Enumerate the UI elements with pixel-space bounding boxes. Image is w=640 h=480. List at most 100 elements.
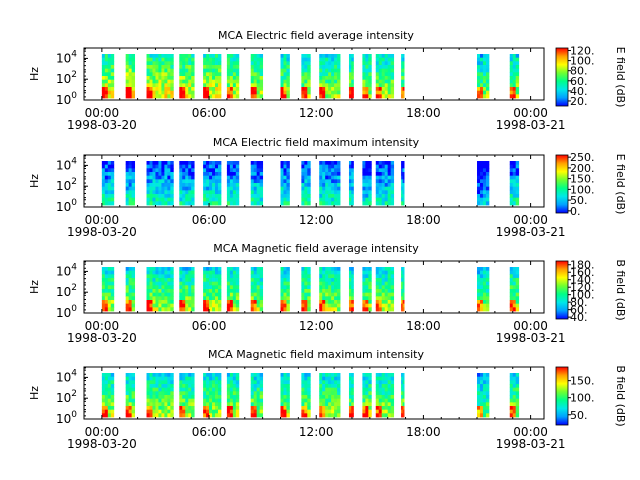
spectrogram-cell [206, 201, 210, 206]
spectrogram-cell [185, 72, 189, 77]
spectrogram-cell [215, 172, 219, 177]
spectrogram-cell [259, 380, 264, 385]
spectrogram-cell [307, 376, 311, 381]
spectrogram-cell [179, 391, 183, 396]
spectrogram-cell [286, 278, 290, 283]
spectrogram-cell [179, 281, 183, 286]
spectrogram-cell [128, 402, 133, 407]
spectrogram-cell [259, 161, 264, 166]
spectrogram-cell [259, 409, 264, 414]
spectrogram-cell [365, 292, 369, 297]
spectrogram-cell [351, 296, 354, 301]
spectrogram-cell [131, 376, 136, 381]
spectrogram-cell [167, 183, 171, 188]
spectrogram-cell [206, 172, 210, 177]
spectrogram-cell [203, 90, 207, 95]
spectrogram-cell [482, 190, 487, 195]
spectrogram-cell [390, 179, 395, 184]
spectrogram-cell [188, 285, 192, 290]
spectrogram-cell [401, 197, 403, 202]
spectrogram-cell [191, 197, 195, 202]
spectrogram-cell [158, 289, 162, 294]
spectrogram-cell [362, 292, 366, 297]
spectrogram-cell [512, 179, 517, 184]
spectrogram-cell [280, 183, 284, 188]
spectrogram-cell [401, 285, 403, 290]
spectrogram-cell [155, 285, 159, 290]
spectrogram-cell [482, 164, 487, 169]
spectrogram-cell [101, 54, 106, 59]
spectrogram-cell [485, 186, 490, 191]
spectrogram-cell [152, 65, 156, 70]
spectrogram-cell [191, 183, 195, 188]
spectrogram-cell [209, 307, 213, 312]
spectrogram-cell [509, 395, 514, 400]
spectrogram-cell [351, 197, 354, 202]
spectrogram-cell [381, 380, 386, 385]
spectrogram-cell [149, 395, 153, 400]
spectrogram-cell [256, 54, 261, 59]
spectrogram-cell [217, 168, 222, 173]
spectrogram-cell [304, 175, 308, 180]
spectrogram-cell [322, 186, 326, 191]
spectrogram-cell [179, 376, 183, 381]
spectrogram-cell [188, 186, 192, 191]
spectrogram-cell [259, 94, 264, 99]
spectrogram-cell [191, 395, 195, 400]
spectrogram-cell [107, 307, 112, 312]
spectrogram-data [101, 373, 520, 418]
spectrogram-cell [185, 194, 189, 199]
spectrogram-cell [515, 376, 520, 381]
spectrogram-cell [203, 285, 207, 290]
spectrogram-cell [125, 285, 130, 290]
spectrogram-cell [322, 65, 326, 70]
spectrogram-cell [401, 307, 403, 312]
spectrogram-cell [152, 190, 156, 195]
spectrogram-cell [375, 285, 380, 290]
spectrogram-cell [229, 289, 234, 294]
spectrogram-cell [402, 190, 405, 195]
spectrogram-cell [110, 409, 115, 414]
spectrogram-cell [512, 94, 517, 99]
spectrogram-cell [235, 172, 240, 177]
spectrogram-cell [164, 61, 168, 66]
spectrogram-cell [182, 402, 186, 407]
spectrogram-cell [402, 303, 405, 308]
spectrogram-cell [167, 274, 171, 279]
spectrogram-cell [104, 281, 109, 286]
spectrogram-cell [515, 94, 520, 99]
spectrogram-cell [158, 61, 162, 66]
spectrogram-cell [304, 72, 308, 77]
spectrogram-cell [286, 164, 290, 169]
spectrogram-cell [167, 57, 171, 62]
spectrogram-cell [110, 179, 115, 184]
spectrogram-cell [331, 201, 335, 206]
spectrogram-cell [161, 72, 165, 77]
spectrogram-cell [322, 292, 326, 297]
spectrogram-cell [351, 57, 354, 62]
x-tick-label: 00:00 [85, 106, 120, 120]
spectrogram-cell [259, 90, 264, 95]
spectrogram-cell [328, 270, 332, 275]
spectrogram-cell [104, 65, 109, 70]
x-date-label: 1998-03-21 [496, 331, 566, 345]
spectrogram-cell [509, 376, 514, 381]
spectrogram-cell [206, 292, 210, 297]
spectrogram-cell [182, 300, 186, 305]
spectrogram-cell [348, 197, 352, 202]
spectrogram-cell [337, 179, 341, 184]
spectrogram-cell [253, 186, 258, 191]
spectrogram-cell [365, 61, 369, 66]
spectrogram-cell [167, 168, 171, 173]
spectrogram-cell [167, 387, 171, 392]
spectrogram-cell [158, 186, 162, 191]
spectrogram-cell [232, 164, 237, 169]
spectrogram-cell [301, 65, 305, 70]
spectrogram-cell [390, 57, 395, 62]
spectrogram-cell [110, 380, 115, 385]
spectrogram-cell [387, 79, 392, 84]
spectrogram-cell [209, 300, 213, 305]
spectrogram-cell [215, 267, 219, 272]
spectrogram-cell [191, 57, 195, 62]
spectrogram-cell [158, 68, 162, 73]
